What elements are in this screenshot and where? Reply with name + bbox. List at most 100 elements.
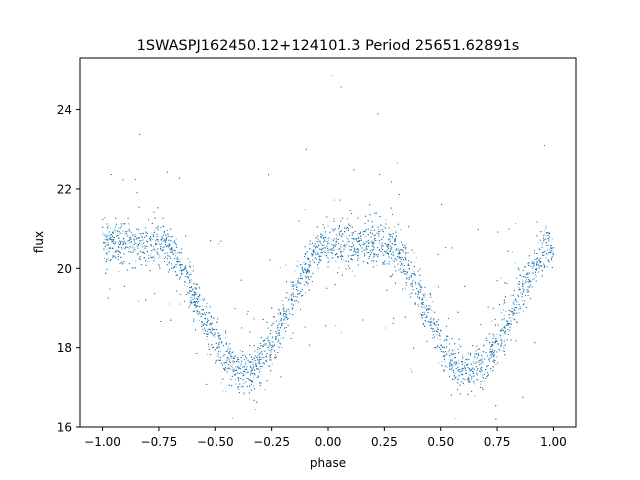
data-point: [180, 258, 182, 260]
data-point: [518, 287, 520, 289]
data-point: [335, 260, 337, 262]
data-point: [205, 311, 208, 314]
data-point: [447, 351, 449, 353]
data-point: [345, 236, 348, 238]
data-point: [466, 378, 468, 380]
data-point: [455, 417, 457, 420]
data-point: [326, 252, 328, 255]
data-point: [261, 357, 263, 359]
data-point: [491, 320, 493, 322]
data-point: [383, 225, 385, 228]
data-point: [245, 367, 247, 369]
data-point: [338, 267, 340, 269]
data-point: [260, 367, 262, 369]
data-point: [382, 252, 384, 254]
data-point: [355, 252, 357, 254]
data-point: [426, 320, 428, 323]
data-point: [214, 336, 216, 338]
data-point: [282, 337, 284, 339]
data-point: [437, 337, 439, 339]
data-point: [147, 251, 149, 253]
data-point: [228, 345, 230, 348]
data-point: [481, 357, 483, 359]
data-point: [461, 354, 464, 356]
data-point: [303, 261, 305, 264]
data-point: [103, 257, 106, 259]
data-point: [201, 297, 203, 300]
data-point: [410, 368, 412, 370]
data-point: [365, 241, 367, 243]
data-point: [318, 259, 320, 261]
data-point: [375, 240, 377, 242]
data-point: [365, 249, 367, 251]
data-point: [255, 376, 257, 379]
data-point: [444, 351, 446, 354]
data-point: [285, 264, 287, 266]
data-point: [352, 241, 354, 244]
data-point: [336, 235, 338, 237]
data-point: [318, 240, 320, 242]
data-point: [246, 366, 248, 368]
data-point: [248, 386, 251, 388]
data-point: [432, 300, 434, 302]
data-point: [352, 246, 354, 248]
data-point: [342, 250, 344, 253]
data-point: [141, 233, 143, 235]
data-point: [545, 244, 548, 247]
data-point: [482, 362, 484, 365]
data-point: [450, 358, 452, 360]
data-point: [176, 263, 178, 265]
data-point: [232, 364, 234, 366]
data-point: [188, 290, 190, 292]
data-point: [454, 373, 456, 375]
data-point: [177, 256, 179, 258]
data-point: [140, 243, 142, 245]
data-point: [315, 251, 317, 254]
data-point: [431, 309, 433, 311]
data-point: [152, 232, 154, 234]
data-point: [309, 262, 311, 264]
data-point: [306, 256, 308, 258]
data-point: [345, 244, 347, 246]
data-point: [289, 297, 291, 299]
data-point: [522, 287, 524, 289]
data-point: [140, 240, 142, 242]
data-point: [111, 238, 113, 240]
data-point: [142, 246, 144, 248]
data-point: [439, 338, 441, 340]
data-point: [505, 310, 507, 312]
data-point: [118, 270, 120, 272]
data-point: [188, 282, 190, 284]
data-point: [473, 383, 476, 385]
data-point: [124, 242, 126, 244]
data-point: [518, 308, 520, 310]
data-point: [271, 363, 273, 365]
data-point: [294, 295, 296, 298]
data-point: [331, 75, 333, 77]
data-point: [232, 417, 234, 419]
data-point: [430, 317, 432, 319]
data-point: [206, 329, 208, 331]
data-point: [242, 372, 244, 374]
data-point: [117, 241, 119, 244]
data-point: [152, 238, 154, 241]
data-point: [231, 367, 233, 369]
data-point: [174, 255, 177, 257]
data-point: [284, 322, 286, 325]
data-point: [135, 260, 137, 262]
data-point: [359, 237, 361, 239]
data-point: [278, 309, 280, 312]
data-point: [209, 325, 211, 327]
data-point: [230, 358, 232, 360]
data-point: [541, 242, 543, 244]
data-point: [143, 245, 145, 247]
data-point: [500, 329, 502, 331]
data-point: [151, 237, 153, 239]
data-point: [399, 271, 402, 273]
data-point: [552, 238, 554, 240]
data-point: [346, 243, 348, 245]
data-point: [212, 335, 214, 337]
data-point: [136, 254, 138, 256]
data-point: [192, 265, 195, 267]
data-point: [473, 358, 475, 360]
